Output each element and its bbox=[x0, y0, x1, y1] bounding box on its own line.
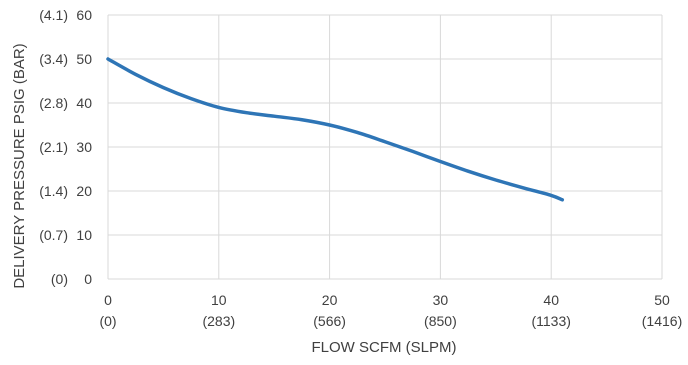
y-ticks: 0 (0) 10 (0.7) 20 (1.4) 30 (2.1) 40 (2.8) 50 (3.4) 6… bbox=[39, 7, 92, 287]
y-tick-label: 60 bbox=[76, 7, 92, 23]
y-axis-label: DELIVERY PRESSURE PSIG (BAR) bbox=[11, 43, 28, 288]
y-tick-sublabel: (0.7) bbox=[39, 227, 68, 243]
y-tick-label: 20 bbox=[76, 183, 92, 199]
x-tick-sublabel: (1133) bbox=[531, 313, 570, 329]
x-tick-sublabel: (0) bbox=[99, 313, 116, 329]
x-tick-label: 20 bbox=[322, 292, 338, 308]
x-tick-label: 50 bbox=[654, 292, 670, 308]
y-tick-label: 30 bbox=[76, 139, 92, 155]
x-tick-label: 0 bbox=[104, 292, 112, 308]
x-tick-sublabel: (566) bbox=[313, 313, 346, 329]
x-tick-sublabel: (283) bbox=[202, 313, 235, 329]
x-tick-sublabel: (1416) bbox=[642, 313, 682, 329]
y-tick-sublabel: (0) bbox=[51, 271, 68, 287]
y-tick-label: 50 bbox=[76, 51, 92, 67]
x-tick-label: 40 bbox=[543, 292, 559, 308]
series-line bbox=[106, 57, 565, 202]
y-tick-sublabel: (1.4) bbox=[39, 183, 68, 199]
y-tick-sublabel: (3.4) bbox=[39, 51, 68, 67]
grid bbox=[107, 14, 663, 280]
series-group bbox=[106, 57, 565, 202]
x-tick-sublabel: (850) bbox=[424, 313, 457, 329]
y-tick-label: 0 bbox=[84, 271, 92, 287]
y-tick-label: 40 bbox=[76, 95, 92, 111]
y-tick-sublabel: (4.1) bbox=[39, 7, 68, 23]
x-tick-label: 30 bbox=[433, 292, 449, 308]
x-tick-label: 10 bbox=[211, 292, 227, 308]
y-tick-sublabel: (2.8) bbox=[39, 95, 68, 111]
y-tick-sublabel: (2.1) bbox=[39, 139, 68, 155]
x-axis-label: FLOW SCFM (SLPM) bbox=[312, 339, 457, 356]
x-ticks: 0 (0) 10 (283) 20 (566) 30 (850) 40 (1133) 50 (1416… bbox=[99, 292, 682, 329]
y-tick-label: 10 bbox=[76, 227, 92, 243]
